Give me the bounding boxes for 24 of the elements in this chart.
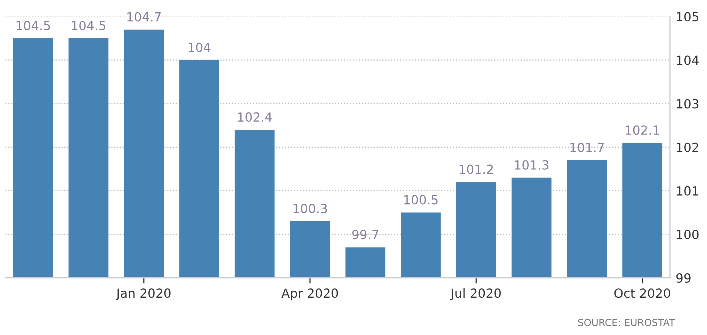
y-tick-label: 100 — [677, 230, 699, 240]
data-label: 104.5 — [16, 21, 50, 31]
data-label: 102.1 — [626, 126, 660, 136]
data-label: 101.7 — [570, 143, 604, 152]
source-note: SOURCE: EUROSTAT — [578, 319, 676, 326]
data-label: 100.5 — [404, 195, 438, 205]
data-label: 99.7 — [352, 230, 378, 240]
x-tick-label: Jan 2020 — [116, 288, 171, 300]
y-tick-label: 103 — [677, 99, 699, 109]
x-tick-label: Jul 2020 — [450, 288, 502, 300]
data-label: 101.2 — [460, 164, 494, 174]
data-label: 100.3 — [294, 204, 328, 214]
y-tick-label: 105 — [677, 12, 699, 22]
y-tick-label: 99 — [676, 274, 691, 283]
data-label: 104 — [188, 42, 211, 52]
data-label: 101.3 — [515, 160, 549, 170]
y-tick-label: 102 — [677, 142, 698, 152]
y-tick-label: 101 — [677, 186, 698, 196]
data-label: 104.5 — [72, 21, 106, 31]
data-label: 104.7 — [128, 12, 161, 22]
y-tick-label: 104 — [677, 56, 699, 66]
x-tick-label: Apr 2020 — [282, 288, 338, 301]
data-label: 102.4 — [238, 112, 272, 122]
x-tick-label: Oct 2020 — [614, 288, 670, 298]
